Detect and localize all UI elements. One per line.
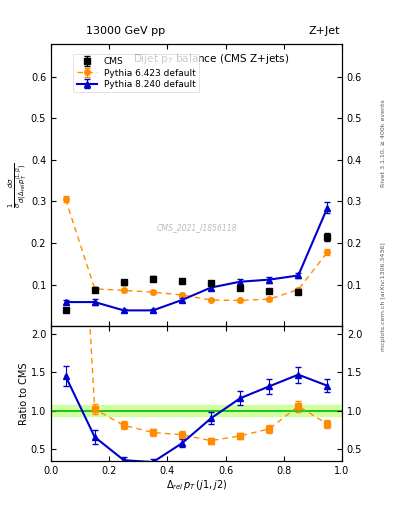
Y-axis label: Ratio to CMS: Ratio to CMS [20, 362, 29, 425]
Text: 13000 GeV pp: 13000 GeV pp [86, 26, 165, 36]
Text: mcplots.cern.ch [arXiv:1306.3436]: mcplots.cern.ch [arXiv:1306.3436] [381, 243, 386, 351]
Text: Rivet 3.1.10, ≥ 400k events: Rivet 3.1.10, ≥ 400k events [381, 99, 386, 187]
Y-axis label: $\frac{1}{\sigma}\frac{d\sigma}{d(\Delta_{rel}\,p_T^{j1,j2})}$: $\frac{1}{\sigma}\frac{d\sigma}{d(\Delta… [7, 162, 29, 208]
X-axis label: $\Delta_{rel}\,p_T\,(j1,j2)$: $\Delta_{rel}\,p_T\,(j1,j2)$ [166, 478, 227, 493]
Legend: CMS, Pythia 6.423 default, Pythia 8.240 default: CMS, Pythia 6.423 default, Pythia 8.240 … [73, 54, 199, 93]
Bar [51, 406, 342, 416]
Text: CMS_2021_I1856118: CMS_2021_I1856118 [156, 223, 237, 232]
Text: Dijet p$_T$ balance (CMS Z+jets): Dijet p$_T$ balance (CMS Z+jets) [133, 52, 289, 66]
Text: Z+Jet: Z+Jet [309, 26, 340, 36]
